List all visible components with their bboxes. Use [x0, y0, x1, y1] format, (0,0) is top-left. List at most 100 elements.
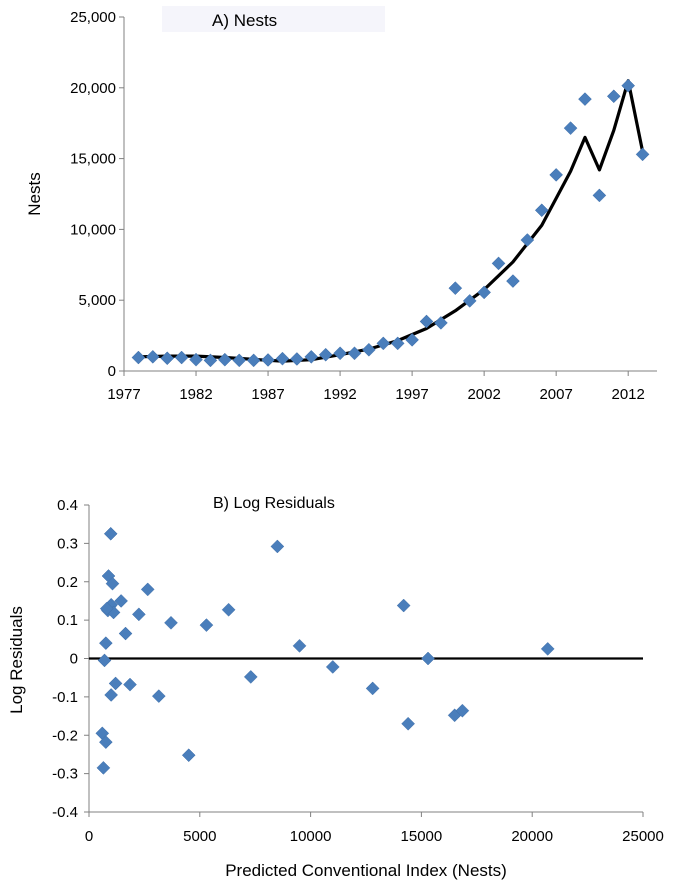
- panel-b-y-tick-label: 0.1: [57, 612, 78, 629]
- panel-b-x-tick-label: 20000: [511, 828, 553, 845]
- panel-b-y-tick-label: 0: [70, 651, 78, 668]
- panel-a-data-point: [578, 92, 592, 106]
- panel-a-data-points: [131, 78, 650, 368]
- panel-a-x-tick-label: 1977: [107, 386, 140, 403]
- panel-b-data-point: [325, 660, 340, 674]
- panel-b-data-point: [164, 615, 178, 630]
- panel-a-x-tick-labels: 1977 1982 1987 1992 1997 2002 2007 2012: [107, 386, 645, 403]
- panel-b-data-point: [140, 582, 155, 597]
- panel-b-data-point: [221, 602, 236, 617]
- panel-a-x-tick-label: 1982: [179, 386, 212, 403]
- panel-b-y-tick-labels: 0.4 0.3 0.2 0.1 0 -0.1 -0.2 -0.3 -0.4: [52, 497, 78, 821]
- panel-a-x-tick-label: 2012: [612, 386, 645, 403]
- panel-b-data-point: [401, 716, 415, 731]
- panel-a-data-point: [362, 342, 376, 357]
- panel-a-y-tick-label: 5,000: [78, 292, 116, 309]
- panel-b-y-axis-label: Log Residuals: [7, 606, 26, 714]
- panel-b-data-point: [96, 761, 111, 775]
- panel-b-title: B) Log Residuals: [213, 495, 335, 512]
- panel-b-data-point: [270, 539, 285, 554]
- panel-a-data-point: [145, 349, 160, 364]
- panel-b-data-point: [114, 594, 128, 608]
- panel-a-data-point: [376, 336, 391, 351]
- panel-a-data-point: [160, 351, 175, 366]
- panel-a-x-tick-label: 1992: [323, 386, 356, 403]
- panel-a-nests-chart: A) Nests Nests 0 5,000 10,000 15,000 20,000 2…: [25, 6, 657, 403]
- panel-a-y-tick-label: 20,000: [70, 80, 116, 97]
- panel-a-y-tick-label: 15,000: [70, 151, 116, 168]
- panel-a-x-tick-label: 2007: [539, 386, 572, 403]
- panel-b-data-point: [118, 626, 133, 641]
- panel-a-data-point: [390, 336, 405, 351]
- panel-b-data-points: [95, 526, 555, 775]
- panel-a-data-point: [304, 349, 319, 364]
- panel-b-data-point: [103, 526, 118, 541]
- panel-b-y-tick-label: -0.4: [52, 804, 78, 821]
- panel-b-data-point: [199, 618, 214, 632]
- panel-a-data-point: [491, 256, 506, 271]
- panel-b-x-axis-label: Predicted Conventional Index (Nests): [225, 861, 507, 880]
- panel-a-data-point: [318, 347, 333, 362]
- panel-b-data-point: [292, 638, 307, 653]
- panel-b-data-point: [132, 607, 146, 622]
- panel-a-data-point: [549, 168, 564, 182]
- panel-b-data-point: [108, 676, 123, 691]
- panel-a-x-tick-label: 2002: [467, 386, 500, 403]
- panel-b-data-point: [98, 636, 113, 651]
- panel-a-data-point: [606, 89, 621, 104]
- panel-a-title-background: [162, 6, 385, 32]
- panel-a-y-tick-label: 0: [108, 363, 116, 380]
- panel-a-data-point: [434, 316, 448, 330]
- panel-b-x-tick-labels: 0 5000 10000 15000 20000 25000: [85, 828, 664, 845]
- panel-a-data-point: [174, 350, 189, 365]
- panel-a-data-point: [477, 285, 491, 300]
- panel-a-data-point: [506, 274, 520, 288]
- panel-b-data-point: [540, 642, 555, 656]
- panel-a-y-tick-label: 10,000: [70, 221, 116, 238]
- panel-b-data-point: [243, 670, 258, 684]
- panel-b-x-tick-label: 25000: [622, 828, 664, 845]
- panel-a-data-point: [462, 294, 477, 308]
- panel-a-data-point: [275, 351, 290, 366]
- panel-a-data-point: [520, 233, 535, 247]
- panel-a-data-point: [534, 203, 549, 218]
- panel-b-data-point: [181, 748, 196, 763]
- panel-a-y-tick-label: 25,000: [70, 9, 116, 26]
- panel-b-data-point: [151, 689, 166, 703]
- panel-a-y-tick-labels: 0 5,000 10,000 15,000 20,000 25,000: [70, 9, 116, 380]
- panel-a-x-tick-label: 1997: [395, 386, 428, 403]
- panel-a-data-point: [131, 350, 146, 365]
- panel-a-x-tick-label: 1987: [251, 386, 284, 403]
- panel-b-data-point: [123, 677, 137, 692]
- panel-a-title: A) Nests: [212, 11, 277, 30]
- panel-b-data-point: [365, 681, 380, 696]
- panel-a-y-axis-label: Nests: [25, 172, 44, 215]
- panel-b-y-tick-label: -0.3: [52, 766, 78, 783]
- panel-a-data-point: [635, 147, 650, 162]
- panel-a-data-point: [246, 353, 261, 368]
- panel-a-model-line-path: [138, 79, 645, 363]
- panel-b-y-tick-label: 0.3: [57, 535, 78, 552]
- panel-a-data-point: [189, 352, 203, 367]
- panel-a-data-point: [203, 353, 218, 368]
- panel-b-x-tick-label: 0: [85, 828, 93, 845]
- panel-b-y-tick-label: 0.4: [57, 497, 78, 514]
- panel-a-data-point: [217, 352, 232, 367]
- panel-b-x-tick-label: 15000: [401, 828, 443, 845]
- panel-b-axes: [84, 504, 644, 817]
- panel-b-residuals-chart: B) Log Residuals Log Residuals Predicted…: [7, 495, 664, 880]
- panel-b-data-point: [421, 651, 435, 666]
- panel-b-x-tick-label: 10000: [290, 828, 332, 845]
- panel-a-data-point: [448, 281, 463, 296]
- panel-b-data-point: [98, 735, 113, 750]
- panel-a-data-point: [563, 121, 578, 136]
- panel-b-data-point: [396, 598, 411, 613]
- panel-a-data-point: [333, 346, 347, 361]
- panel-b-x-tick-label: 5000: [183, 828, 216, 845]
- panel-a-data-point: [592, 188, 607, 203]
- panel-a-data-point: [419, 314, 434, 329]
- panel-b-data-point: [104, 688, 119, 702]
- panel-b-data-point: [97, 653, 112, 668]
- panel-a-data-point: [261, 353, 275, 367]
